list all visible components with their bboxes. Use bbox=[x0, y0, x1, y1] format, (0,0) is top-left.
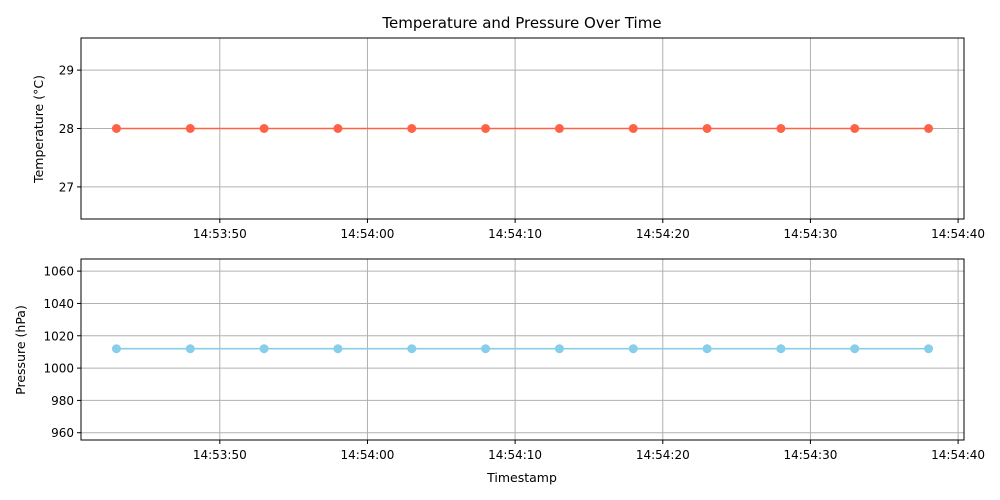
temperature-y-tick-label: 29 bbox=[59, 64, 74, 78]
temperature-data-point bbox=[776, 124, 786, 133]
pressure-y-axis-label: Pressure (hPa) bbox=[13, 305, 28, 395]
pressure-data-point bbox=[776, 344, 786, 354]
pressure-x-ticks: 14:53:50 14:54:00 14:54:10 14:54:20 14:54:30… bbox=[193, 440, 985, 462]
temperature-y-tick-label: 28 bbox=[59, 122, 74, 136]
pressure-y-tick-label: 1060 bbox=[43, 265, 74, 279]
temperature-data-point bbox=[185, 124, 195, 133]
pressure-data-point bbox=[628, 344, 638, 354]
pressure-x-tick-label: 14:54:10 bbox=[488, 448, 542, 462]
temperature-data-point bbox=[407, 124, 417, 133]
pressure-series bbox=[111, 344, 934, 354]
temperature-x-tick-label: 14:54:10 bbox=[488, 227, 542, 241]
pressure-data-point bbox=[702, 344, 712, 354]
pressure-data-point bbox=[481, 344, 491, 354]
pressure-x-tick-label: 14:54:30 bbox=[783, 448, 837, 462]
pressure-data-point bbox=[333, 344, 343, 354]
temperature-x-tick-label: 14:54:00 bbox=[341, 227, 395, 241]
pressure-data-point bbox=[850, 344, 860, 354]
pressure-y-tick-label: 980 bbox=[51, 394, 74, 408]
pressure-data-point bbox=[185, 344, 195, 354]
pressure-x-tick-label: 14:54:00 bbox=[341, 448, 395, 462]
temperature-data-point bbox=[628, 124, 638, 133]
pressure-data-point bbox=[554, 344, 564, 354]
pressure-axes-frame bbox=[80, 258, 965, 441]
temperature-series bbox=[111, 124, 934, 133]
temperature-data-point bbox=[259, 124, 269, 133]
temperature-x-tick-label: 14:54:20 bbox=[636, 227, 690, 241]
temperature-data-point bbox=[554, 124, 564, 133]
temperature-data-point bbox=[850, 124, 860, 133]
temperature-data-point bbox=[481, 124, 491, 133]
pressure-y-tick-label: 1040 bbox=[43, 297, 74, 311]
pressure-subplot: 14:53:50 14:54:00 14:54:10 14:54:20 14:54:30… bbox=[13, 258, 985, 485]
pressure-x-tick-label: 14:53:50 bbox=[193, 448, 247, 462]
pressure-x-axis-label: Timestamp bbox=[486, 470, 557, 485]
temperature-data-point bbox=[333, 124, 343, 133]
temperature-data-point bbox=[702, 124, 712, 133]
temperature-y-ticks: 27 28 29 bbox=[59, 64, 81, 194]
chart-title: Temperature and Pressure Over Time bbox=[381, 14, 661, 32]
temperature-y-tick-label: 27 bbox=[59, 180, 74, 194]
pressure-y-ticks: 960 980 1000 1020 1040 1060 bbox=[43, 265, 81, 440]
pressure-x-tick-label: 14:54:40 bbox=[931, 448, 985, 462]
pressure-y-tick-label: 1020 bbox=[43, 329, 74, 343]
temperature-x-tick-label: 14:53:50 bbox=[193, 227, 247, 241]
temperature-x-tick-label: 14:54:40 bbox=[931, 227, 985, 241]
pressure-data-point bbox=[924, 344, 934, 354]
pressure-y-tick-label: 960 bbox=[51, 426, 74, 440]
pressure-data-point bbox=[407, 344, 417, 354]
temperature-y-axis-label: Temperature (°C) bbox=[31, 75, 46, 184]
temperature-x-tick-label: 14:54:30 bbox=[783, 227, 837, 241]
pressure-grid bbox=[81, 259, 964, 440]
pressure-data-point bbox=[259, 344, 269, 354]
temperature-subplot: 14:53:50 14:54:00 14:54:10 14:54:20 14:54:30… bbox=[31, 37, 985, 241]
pressure-x-tick-label: 14:54:20 bbox=[636, 448, 690, 462]
temperature-data-point bbox=[924, 124, 934, 133]
pressure-data-point bbox=[111, 344, 121, 354]
temperature-x-ticks: 14:53:50 14:54:00 14:54:10 14:54:20 14:54:30… bbox=[193, 219, 985, 241]
temperature-data-point bbox=[111, 124, 121, 133]
pressure-y-tick-label: 1000 bbox=[43, 362, 74, 376]
